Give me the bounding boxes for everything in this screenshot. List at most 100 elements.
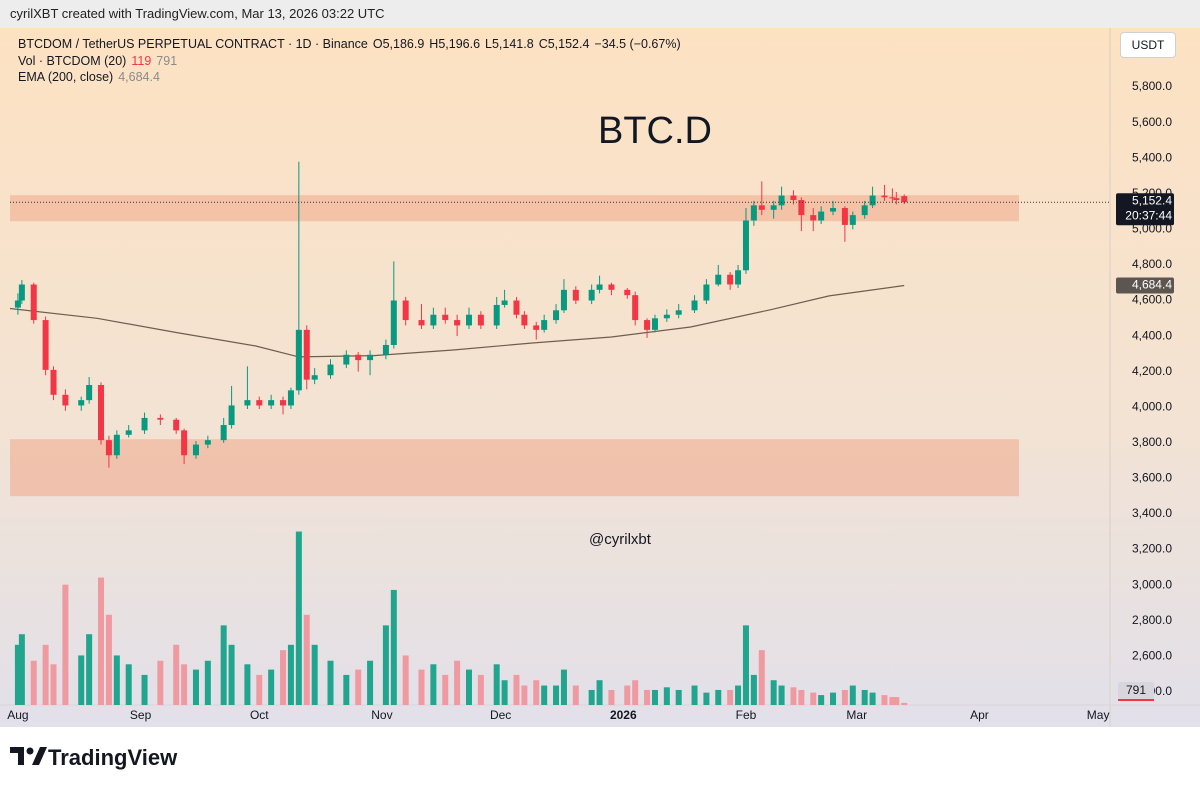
volume-bar [367, 660, 374, 705]
candle-body [553, 310, 560, 321]
volume-bar [295, 531, 302, 705]
ema-legend: EMA (200, close) [18, 70, 114, 84]
volume-bar [50, 664, 57, 705]
candle-body [841, 208, 848, 225]
candle-body [418, 320, 425, 326]
y-tick-label: 3,200.0 [1132, 542, 1172, 556]
chart-title: BTC.D [598, 110, 712, 152]
candle-body [477, 314, 484, 326]
candle-body [343, 354, 350, 365]
volume-bar [157, 660, 164, 705]
candle-body [295, 329, 302, 391]
candle-body [596, 284, 603, 290]
legend-row: EMA (200, close) 4,684.4 [18, 69, 686, 86]
ema-price-label: 4,684.4 [1132, 278, 1172, 292]
candle-body [220, 425, 227, 441]
candle-body [735, 270, 742, 285]
x-tick-label: Aug [7, 708, 28, 722]
volume-bar [141, 674, 148, 705]
candle-body [632, 295, 639, 321]
volume-bar [18, 634, 25, 705]
volume-bar [465, 669, 472, 705]
ema-value: 4,684.4 [118, 70, 160, 84]
candle-body [18, 284, 25, 301]
candle-body [430, 314, 437, 326]
volume-bar [287, 644, 294, 705]
candle-body [268, 400, 275, 406]
volume-bar [830, 692, 837, 705]
candle-body [367, 354, 374, 361]
candle-body [98, 384, 105, 441]
candle-body [869, 195, 876, 206]
volume-bar [750, 674, 757, 705]
candle-body [402, 300, 409, 321]
volume-bar [204, 660, 211, 705]
volume-bar [841, 689, 848, 705]
legend: BTCDOM / TetherUS PERPETUAL CONTRACT · 1… [18, 36, 686, 86]
candle-body [513, 300, 520, 315]
volume-bar [228, 644, 235, 705]
y-tick-label: 3,400.0 [1132, 506, 1172, 520]
candle-body [727, 274, 734, 285]
candle-body [157, 417, 164, 420]
y-tick-label: 5,400.0 [1132, 150, 1172, 164]
volume-bar [244, 664, 251, 705]
volume-bar [861, 689, 868, 705]
volume-bar [560, 669, 567, 705]
volume-value: 119 [131, 53, 152, 68]
y-tick-label: 4,400.0 [1132, 328, 1172, 342]
x-tick-label: Apr [970, 708, 989, 722]
last-price-box [1116, 193, 1174, 226]
volume-bar [770, 680, 777, 705]
volume-bar [663, 687, 670, 705]
volume-bar [553, 685, 560, 705]
candle-body [173, 419, 180, 431]
high: H5,196.6 [429, 37, 481, 51]
volume-bar [390, 589, 397, 705]
volume-bar [758, 650, 765, 705]
candle-body [50, 369, 57, 395]
candle-body [818, 211, 825, 221]
y-tick-label: 5,600.0 [1132, 115, 1172, 129]
candle-body [541, 320, 548, 330]
footer: TradingView [0, 727, 1200, 789]
y-tick-label: 2,800.0 [1132, 613, 1172, 627]
volume-bar [810, 692, 817, 705]
volume-bar [220, 625, 227, 705]
volume-bar [311, 644, 318, 705]
volume-bar [430, 664, 437, 705]
volume-bar [651, 689, 658, 705]
candle-body [280, 400, 287, 406]
volume-bar [715, 689, 722, 705]
volume-ma-value: 791 [156, 53, 178, 68]
x-tick-label: 2026 [610, 708, 637, 722]
candle-body [141, 417, 148, 431]
volume-bar [798, 689, 805, 705]
y-tick-label: 4,800.0 [1132, 257, 1172, 271]
volume-ma-label: 791 [1126, 683, 1146, 697]
candle-body [521, 314, 528, 326]
volume-bar [382, 625, 389, 705]
y-tick-label: 5,800.0 [1132, 79, 1172, 93]
candle-body [770, 205, 777, 210]
currency-button[interactable]: USDT [1120, 32, 1176, 58]
candle-body [798, 200, 805, 216]
candle-body [703, 284, 710, 301]
legend-row: BTCDOM / TetherUS PERPETUAL CONTRACT · 1… [18, 36, 686, 53]
candle-body [778, 195, 785, 206]
chart: BTC.D @cyrilxbt 2,400.02,600.02,800.03,0… [0, 28, 1200, 727]
y-tick-label: 3,600.0 [1132, 471, 1172, 485]
volume-bar [790, 687, 797, 705]
candle-body [390, 300, 397, 345]
volume-bar [818, 695, 825, 705]
volume-bar [78, 655, 85, 705]
header-text: cyrilXBT created with TradingView.com, M… [10, 6, 385, 21]
volume-bar [477, 674, 484, 705]
candle-body [14, 300, 21, 308]
volume-bar [541, 685, 548, 705]
volume-bar [42, 644, 49, 705]
volume-bar [513, 674, 520, 705]
volume-bar [402, 655, 409, 705]
volume-bar [889, 697, 896, 705]
